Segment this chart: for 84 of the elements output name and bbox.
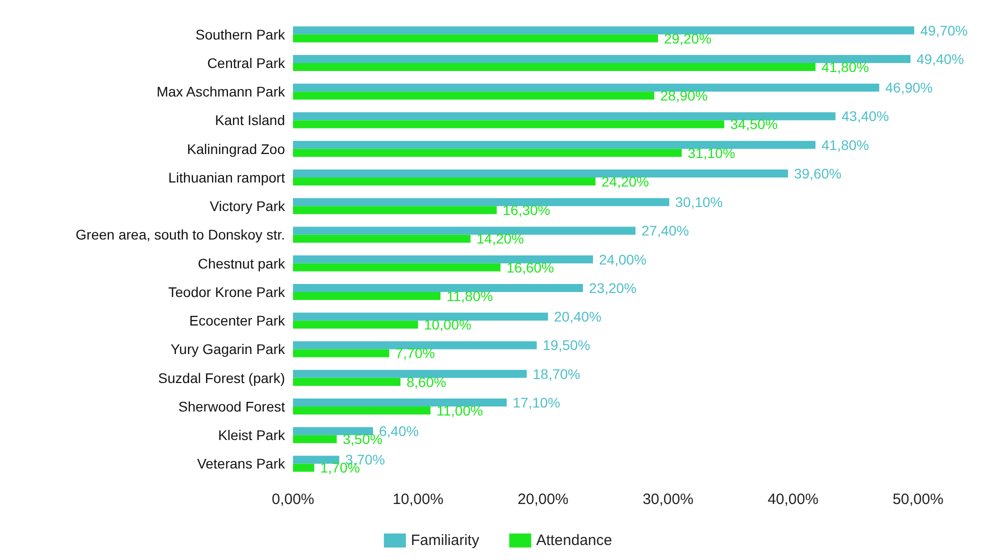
- data-label: 34,50%: [730, 116, 778, 132]
- bar: [293, 378, 400, 386]
- bar: [293, 427, 373, 436]
- data-label: 29,20%: [664, 30, 712, 46]
- bar: [293, 148, 682, 157]
- bar: [293, 320, 418, 329]
- bar: [293, 234, 470, 243]
- data-label: 49,70%: [920, 22, 968, 38]
- y-tick-label: Lithuanian ramport: [168, 169, 286, 186]
- x-tick-label: 0,00%: [272, 491, 314, 508]
- y-tick-label: Green area, south to Donskoy str.: [76, 226, 285, 243]
- x-tick-label: 30,00%: [642, 491, 694, 508]
- bar: [293, 349, 390, 358]
- bar: [293, 456, 340, 464]
- y-tick-label: Teodor Krone Park: [168, 284, 286, 300]
- y-tick-label: Yury Gagarin Park: [170, 341, 286, 358]
- x-tick-label: 20,00%: [518, 491, 568, 508]
- data-label: 27,40%: [642, 222, 689, 239]
- y-tick-label: Central Park: [207, 54, 286, 71]
- y-tick-label: Southern Park: [196, 26, 286, 42]
- data-label: 8,60%: [406, 374, 446, 390]
- data-label: 24,00%: [599, 251, 646, 268]
- bar: [293, 284, 583, 292]
- bar: [293, 140, 816, 149]
- y-tick-label: Kaliningrad Zoo: [186, 140, 286, 157]
- y-tick-label: Kant Island: [214, 112, 285, 128]
- x-tick-label: 50,00%: [892, 491, 944, 508]
- bar: [293, 34, 658, 42]
- y-tick-label: Max Aschmann Park: [156, 84, 286, 100]
- data-label: 49,40%: [916, 50, 964, 67]
- bar: [293, 198, 670, 206]
- data-label: 11,00%: [436, 402, 483, 418]
- data-label: 30,10%: [675, 194, 723, 210]
- bar: [293, 370, 527, 378]
- bar: [293, 226, 636, 235]
- bar: [293, 398, 507, 406]
- bar: [293, 120, 724, 128]
- data-label: 11,80%: [446, 288, 493, 304]
- data-label: 7,70%: [395, 345, 435, 362]
- bar: [293, 406, 430, 414]
- data-label: 41,80%: [822, 136, 869, 153]
- y-tick-label: Suzdal Forest (park): [158, 370, 285, 386]
- x-tick-label: 40,00%: [768, 491, 818, 508]
- bar: [293, 435, 337, 444]
- bar: [293, 54, 910, 63]
- data-label: 41,80%: [822, 58, 869, 75]
- data-label: 28,90%: [660, 88, 708, 104]
- y-tick-label: Chestnut park: [198, 255, 286, 272]
- data-label: 16,30%: [502, 202, 550, 218]
- data-label: 18,70%: [532, 366, 580, 382]
- legend-label: Attendance: [536, 532, 612, 549]
- data-label: 43,40%: [842, 108, 889, 124]
- data-label: 24,20%: [602, 173, 649, 190]
- bar: [293, 92, 654, 100]
- data-label: 20,40%: [554, 308, 602, 325]
- bar: [293, 177, 596, 186]
- bar: [293, 169, 788, 178]
- data-label: 14,20%: [476, 230, 524, 247]
- data-label: 23,20%: [589, 280, 636, 296]
- y-tick-label: Victory Park: [210, 198, 286, 214]
- bar: [293, 112, 836, 120]
- bar: [293, 84, 880, 92]
- data-label: 31,10%: [688, 144, 736, 161]
- y-tick-label: Veterans Park: [197, 456, 286, 472]
- bar: [293, 312, 548, 321]
- bar: [293, 263, 500, 272]
- bar: [293, 62, 816, 71]
- y-tick-label: Sherwood Forest: [178, 398, 286, 414]
- x-tick-label: 10,00%: [392, 491, 444, 508]
- data-label: 17,10%: [512, 394, 560, 410]
- data-label: 46,90%: [885, 80, 933, 96]
- data-label: 10,00%: [424, 316, 472, 333]
- data-label: 16,60%: [506, 259, 554, 276]
- bar: [293, 292, 440, 300]
- y-tick-label: Ecocenter Park: [189, 312, 286, 329]
- data-label: 39,60%: [794, 165, 842, 182]
- bar: [293, 341, 537, 350]
- data-label: 19,50%: [542, 337, 590, 354]
- legend-label: Familiarity: [410, 532, 480, 549]
- bar: [293, 255, 593, 264]
- y-tick-label: Kleist Park: [218, 427, 286, 444]
- bar: [293, 26, 914, 34]
- bar: [293, 464, 314, 472]
- bar: [293, 206, 497, 214]
